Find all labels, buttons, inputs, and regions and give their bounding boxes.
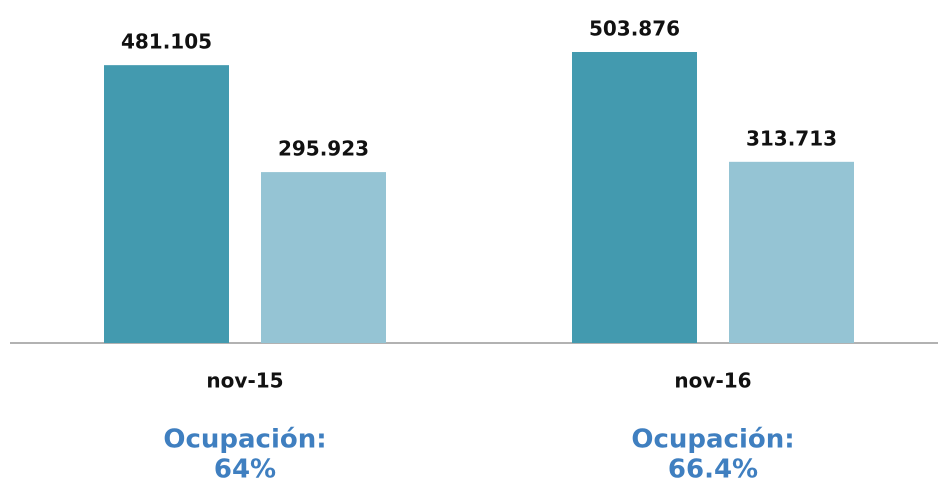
bar bbox=[104, 65, 229, 343]
annotation: Ocupación: bbox=[631, 425, 794, 455]
value-label: 313.713 bbox=[746, 126, 837, 150]
bar bbox=[572, 52, 697, 343]
bar bbox=[729, 161, 854, 343]
value-label: 295.923 bbox=[278, 137, 369, 161]
value-label: 503.876 bbox=[589, 17, 680, 41]
x-tick-label: nov-16 bbox=[674, 369, 751, 393]
annotation: 66.4% bbox=[668, 455, 758, 482]
annotation: Ocupación: bbox=[163, 425, 326, 455]
value-label: 481.105 bbox=[121, 30, 212, 54]
bar bbox=[261, 172, 386, 343]
annotation: 64% bbox=[214, 455, 276, 482]
x-tick-label: nov-15 bbox=[206, 369, 283, 393]
